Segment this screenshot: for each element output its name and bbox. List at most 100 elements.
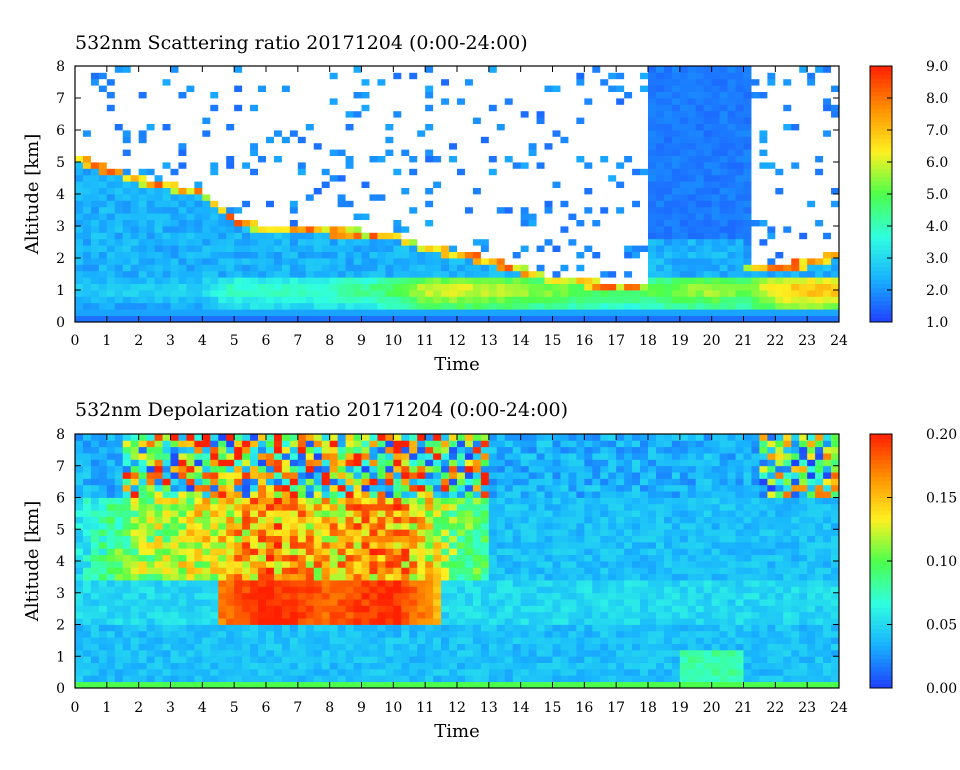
- heatmap-cell: [823, 315, 832, 323]
- heatmap-cell: [178, 206, 187, 214]
- heatmap-cell: [648, 162, 657, 169]
- heatmap-cell: [393, 104, 402, 112]
- heatmap-cell: [417, 296, 426, 304]
- heatmap-cell: [369, 104, 378, 112]
- heatmap-cell: [472, 251, 482, 259]
- heatmap-cell: [234, 453, 243, 460]
- heatmap-cell: [138, 155, 148, 163]
- heatmap-cell: [401, 238, 410, 246]
- heatmap-cell: [202, 548, 211, 556]
- heatmap-cell: [106, 510, 116, 517]
- heatmap-cell: [488, 66, 498, 73]
- heatmap-cell: [218, 446, 227, 454]
- heatmap-cell: [210, 226, 219, 233]
- heatmap-cell: [234, 117, 243, 124]
- heatmap-cell: [671, 232, 681, 240]
- heatmap-cell: [170, 434, 179, 441]
- heatmap-cell: [130, 599, 140, 606]
- heatmap-cell: [170, 98, 179, 105]
- heatmap-cell: [425, 123, 434, 131]
- heatmap-cell: [568, 130, 577, 137]
- heatmap-cell: [138, 535, 148, 543]
- heatmap-cell: [305, 142, 315, 150]
- heatmap-cell: [655, 149, 665, 156]
- heatmap-cell: [162, 149, 171, 156]
- heatmap-cell: [146, 618, 155, 625]
- heatmap-cell: [663, 181, 673, 188]
- heatmap-cell: [663, 123, 673, 131]
- heatmap-cell: [433, 136, 442, 144]
- heatmap-cell: [457, 213, 466, 220]
- heatmap-cell: [146, 168, 155, 176]
- heatmap-cell: [210, 529, 219, 536]
- heatmap-cell: [258, 529, 267, 536]
- heatmap-cell: [122, 618, 132, 625]
- heatmap-cell: [273, 226, 283, 233]
- heatmap-cell: [234, 168, 243, 176]
- heatmap-cell: [512, 149, 522, 156]
- heatmap-cell: [146, 200, 155, 208]
- colorbar-segment: [870, 300, 892, 306]
- heatmap-cell: [632, 232, 641, 240]
- heatmap-cell: [504, 232, 514, 240]
- heatmap-cell: [313, 110, 323, 118]
- heatmap-cell: [154, 315, 163, 323]
- heatmap-cell: [305, 213, 315, 220]
- heatmap-cell: [82, 181, 92, 188]
- heatmap-cell: [393, 270, 402, 278]
- heatmap-cell: [218, 232, 227, 240]
- heatmap-cell: [783, 104, 792, 112]
- heatmap-cell: [783, 238, 792, 246]
- heatmap-cell: [162, 296, 171, 304]
- heatmap-cell: [146, 296, 155, 304]
- heatmap-cell: [202, 541, 211, 549]
- heatmap-cell: [281, 315, 291, 323]
- heatmap-cell: [592, 187, 601, 195]
- heatmap-cell: [361, 315, 370, 323]
- heatmap-cell: [329, 110, 339, 118]
- heatmap-cell: [433, 72, 442, 80]
- heatmap-cell: [162, 187, 171, 195]
- heatmap-cell: [122, 630, 132, 638]
- heatmap-cell: [480, 181, 490, 188]
- heatmap-cell: [154, 535, 163, 543]
- heatmap-cell: [146, 478, 155, 486]
- heatmap-cell: [655, 283, 665, 291]
- heatmap-cell: [242, 130, 251, 137]
- heatmap-cell: [711, 91, 721, 99]
- heatmap-cell: [727, 168, 736, 176]
- heatmap-cell: [202, 123, 211, 131]
- heatmap-cell: [226, 110, 235, 118]
- heatmap-cell: [130, 567, 140, 575]
- heatmap-cell: [807, 181, 816, 188]
- heatmap-cell: [170, 78, 179, 86]
- heatmap-cell: [186, 497, 195, 505]
- heatmap-cell: [170, 618, 179, 625]
- heatmap-cell: [393, 213, 402, 220]
- heatmap-cell: [663, 226, 673, 233]
- heatmap-cell: [210, 66, 219, 73]
- heatmap-cell: [106, 605, 116, 613]
- heatmap-cell: [106, 213, 116, 220]
- heatmap-cell: [783, 110, 792, 118]
- heatmap-cell: [90, 668, 100, 676]
- heatmap-cell: [234, 200, 243, 208]
- heatmap-cell: [194, 675, 203, 683]
- heatmap-cell: [210, 478, 219, 486]
- heatmap-cell: [130, 110, 140, 118]
- heatmap-cell: [648, 277, 657, 284]
- heatmap-cell: [687, 85, 697, 92]
- heatmap-cell: [671, 136, 681, 144]
- heatmap-cell: [385, 213, 394, 220]
- heatmap-cell: [178, 270, 187, 278]
- heatmap-cell: [234, 592, 243, 600]
- heatmap-cell: [735, 245, 744, 252]
- heatmap-cell: [759, 187, 768, 195]
- heatmap-cell: [417, 245, 426, 252]
- heatmap-cell: [305, 123, 315, 131]
- heatmap-cell: [98, 618, 108, 625]
- heatmap-cell: [695, 283, 705, 291]
- heatmap-cell: [122, 580, 132, 587]
- heatmap-cell: [82, 599, 92, 606]
- heatmap-cell: [592, 104, 601, 112]
